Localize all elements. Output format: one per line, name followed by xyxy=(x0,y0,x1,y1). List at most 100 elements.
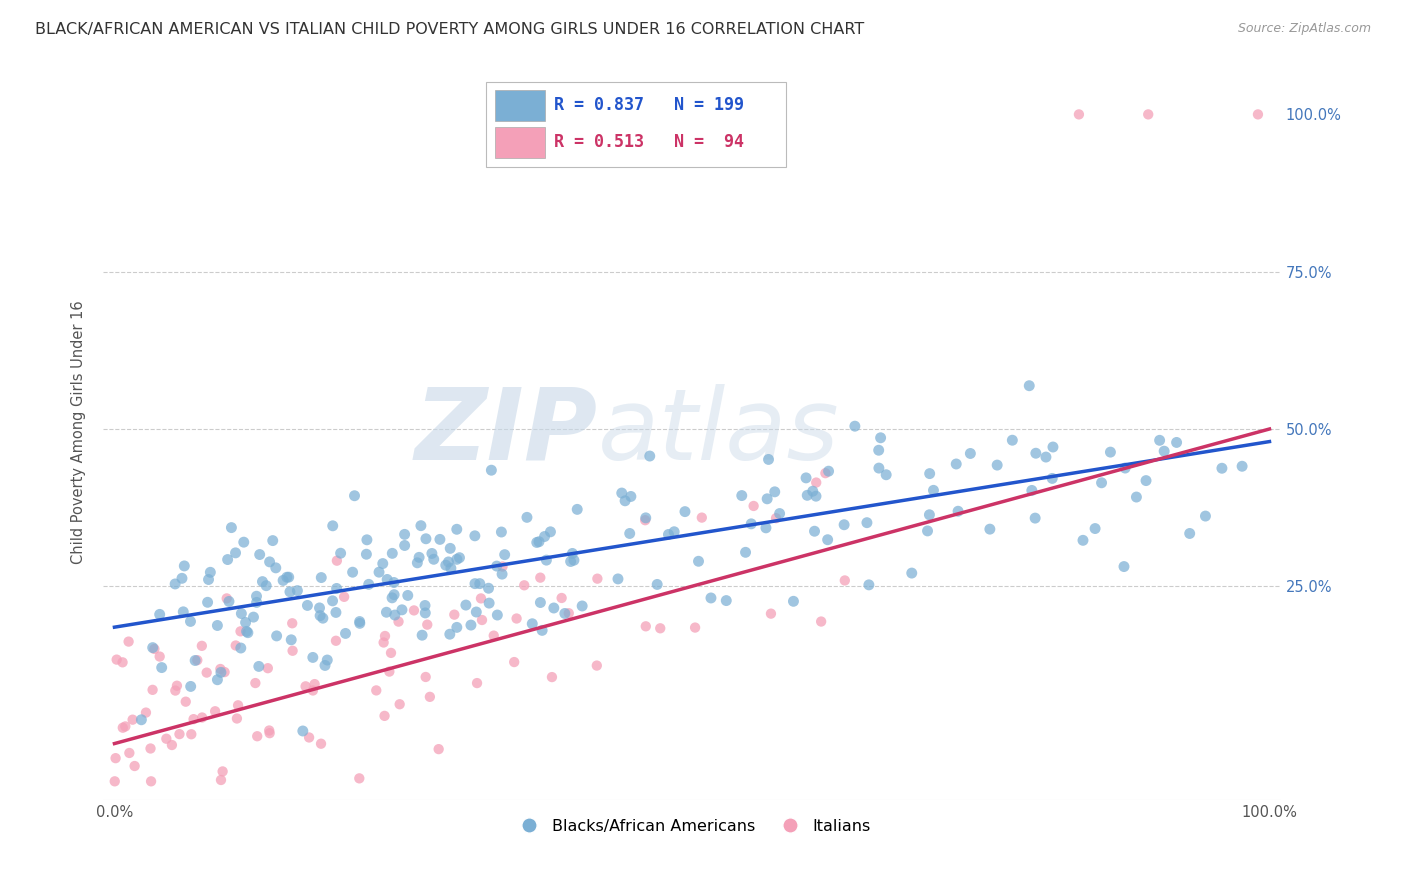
Point xyxy=(1178,526,1201,541)
Point xyxy=(1137,107,1160,121)
Point xyxy=(814,466,837,480)
Point xyxy=(731,489,754,503)
Point xyxy=(343,489,366,503)
Point xyxy=(217,552,239,566)
Point xyxy=(419,690,441,704)
Point xyxy=(567,502,589,516)
Point xyxy=(387,615,409,629)
Point xyxy=(139,774,162,789)
Point xyxy=(801,484,824,499)
Point xyxy=(586,572,609,586)
Point xyxy=(165,577,187,591)
Point xyxy=(394,527,416,541)
Point xyxy=(541,670,564,684)
Point xyxy=(1042,440,1064,454)
Point xyxy=(118,746,141,760)
Point xyxy=(443,607,465,622)
Point xyxy=(464,576,486,591)
Point xyxy=(111,656,134,670)
Point xyxy=(1035,450,1057,464)
Point xyxy=(381,546,404,560)
Point xyxy=(1211,461,1233,475)
Point xyxy=(226,711,249,725)
Point xyxy=(329,546,352,560)
Point xyxy=(411,628,433,642)
Point xyxy=(415,532,437,546)
Point xyxy=(817,533,839,547)
Point xyxy=(437,555,460,569)
Point xyxy=(529,571,551,585)
Point xyxy=(226,698,249,713)
Point xyxy=(180,680,202,694)
Point xyxy=(277,570,299,584)
Point xyxy=(868,443,890,458)
Point xyxy=(229,624,252,639)
Point xyxy=(614,493,637,508)
Point xyxy=(375,573,398,587)
Point xyxy=(959,446,981,460)
Point xyxy=(173,558,195,573)
Point xyxy=(503,655,526,669)
Text: ZIP: ZIP xyxy=(415,384,598,481)
Point xyxy=(529,595,551,609)
Point xyxy=(1067,107,1090,121)
Point xyxy=(281,616,304,631)
Point xyxy=(266,629,288,643)
Point xyxy=(174,695,197,709)
Point xyxy=(1071,533,1094,548)
Point xyxy=(794,471,817,485)
Point xyxy=(160,738,183,752)
Point xyxy=(406,556,429,570)
Point xyxy=(356,533,378,547)
Text: BLACK/AFRICAN AMERICAN VS ITALIAN CHILD POVERTY AMONG GIRLS UNDER 16 CORRELATION: BLACK/AFRICAN AMERICAN VS ITALIAN CHILD … xyxy=(35,22,865,37)
Point xyxy=(150,660,173,674)
Point xyxy=(207,673,229,687)
Point xyxy=(494,548,516,562)
Point xyxy=(478,596,501,610)
Point xyxy=(207,618,229,632)
Point xyxy=(382,588,405,602)
Point xyxy=(413,606,436,620)
Point xyxy=(371,557,394,571)
Point xyxy=(335,626,357,640)
Point xyxy=(619,526,641,541)
Point xyxy=(986,458,1008,472)
Legend: Blacks/African Americans, Italians: Blacks/African Americans, Italians xyxy=(508,813,877,840)
Point xyxy=(558,606,581,620)
Point xyxy=(688,554,710,568)
Point xyxy=(316,653,339,667)
Point xyxy=(191,639,214,653)
Point xyxy=(531,624,554,638)
Point xyxy=(477,581,499,595)
Point xyxy=(366,683,388,698)
Point xyxy=(683,621,706,635)
Point xyxy=(645,577,668,591)
Point xyxy=(278,584,301,599)
Point xyxy=(468,576,491,591)
Point xyxy=(740,516,762,531)
Point xyxy=(1090,475,1112,490)
Point xyxy=(1025,446,1047,460)
Point xyxy=(446,552,468,566)
Point xyxy=(662,524,685,539)
Point xyxy=(875,467,897,482)
Point xyxy=(922,483,945,498)
Point xyxy=(1153,444,1175,458)
Point xyxy=(215,591,238,606)
Point xyxy=(1024,511,1046,525)
Point xyxy=(756,491,779,506)
Point xyxy=(464,529,486,543)
Point xyxy=(486,607,509,622)
Point xyxy=(1040,471,1063,485)
Point xyxy=(349,616,371,631)
Point xyxy=(471,613,494,627)
Point xyxy=(396,589,419,603)
Point xyxy=(204,704,226,718)
Point xyxy=(298,731,321,745)
Point xyxy=(810,615,832,629)
Point xyxy=(291,723,314,738)
Point xyxy=(117,634,139,648)
Point xyxy=(149,649,172,664)
Point xyxy=(209,665,232,680)
Point xyxy=(195,665,218,680)
